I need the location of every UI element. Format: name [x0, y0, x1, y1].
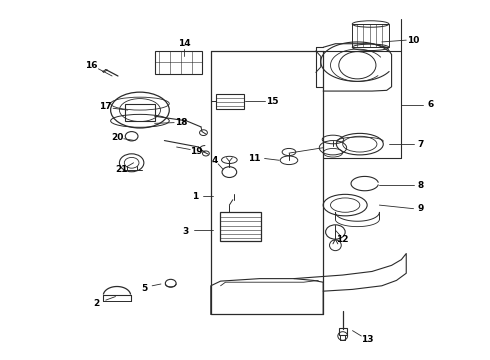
Text: 21: 21 [116, 165, 128, 174]
Text: 20: 20 [111, 133, 123, 142]
Text: 3: 3 [182, 228, 189, 237]
Text: 5: 5 [142, 284, 148, 293]
Text: 1: 1 [192, 192, 198, 201]
Bar [125, 104, 155, 121]
Bar [352, 24, 389, 47]
Text: 17: 17 [99, 102, 112, 111]
Text: 11: 11 [248, 154, 261, 163]
Text: 19: 19 [190, 147, 202, 156]
Text: 6: 6 [428, 100, 434, 109]
Text: 10: 10 [407, 36, 420, 45]
Bar [339, 328, 346, 335]
Text: 18: 18 [175, 118, 188, 127]
Bar [216, 94, 244, 109]
Text: 13: 13 [361, 335, 373, 344]
Bar [155, 51, 202, 74]
Text: 14: 14 [177, 39, 190, 48]
Text: 8: 8 [418, 181, 424, 190]
Bar [220, 212, 261, 241]
Text: 4: 4 [212, 156, 218, 165]
Text: 9: 9 [417, 204, 424, 213]
Text: 15: 15 [266, 96, 278, 105]
Text: 7: 7 [417, 140, 424, 149]
Text: 2: 2 [93, 299, 99, 308]
Text: 12: 12 [337, 235, 349, 244]
Text: 16: 16 [85, 61, 98, 70]
